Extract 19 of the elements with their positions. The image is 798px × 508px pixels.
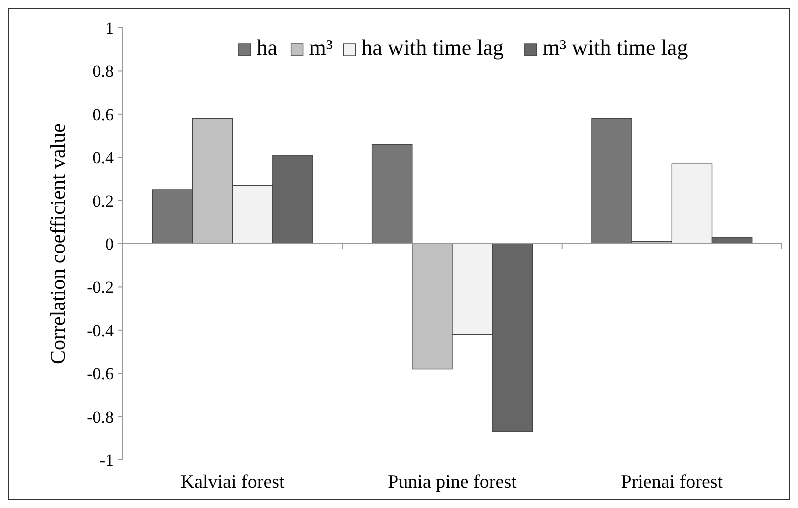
legend-label: ha with time lag xyxy=(362,35,504,60)
y-tick-label: 0.8 xyxy=(92,62,114,82)
y-tick-label: -0.6 xyxy=(87,364,114,384)
legend-label: m³ xyxy=(309,35,334,60)
y-tick-label: 0.2 xyxy=(92,192,114,211)
legend-label: m³ with time lag xyxy=(542,35,688,60)
y-tick-label: 0.4 xyxy=(92,148,114,168)
legend-label: ha xyxy=(256,35,278,60)
y-tick-label: -0.4 xyxy=(87,321,114,340)
y-tick-label: 0.6 xyxy=(92,105,114,124)
y-tick-label: -1 xyxy=(100,450,114,470)
y-axis-title: Correlation coefficient value xyxy=(46,123,70,365)
x-tick-label: Prienai forest xyxy=(621,472,724,493)
y-tick-label: -0.2 xyxy=(87,278,114,298)
y-tick-label: 0 xyxy=(106,234,114,254)
y-tick-label: -0.8 xyxy=(87,408,114,427)
x-tick-label: Kalviai forest xyxy=(180,472,286,493)
x-tick-label: Punia pine forest xyxy=(388,472,518,493)
y-tick-label: 1 xyxy=(106,18,114,38)
